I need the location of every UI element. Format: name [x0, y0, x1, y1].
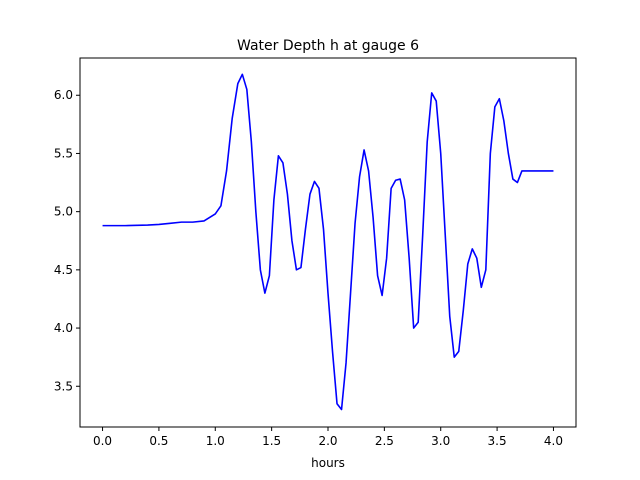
chart-title: Water Depth h at gauge 6: [237, 38, 419, 54]
y-tick-label: 3.5: [54, 379, 73, 393]
x-tick-label: 1.0: [206, 434, 225, 448]
y-tick-label: 5.0: [54, 205, 73, 219]
plot-area: [79, 57, 577, 428]
x-tick-label: 3.0: [431, 434, 450, 448]
x-axis-label: hours: [311, 456, 345, 470]
y-tick-label: 5.5: [54, 146, 73, 160]
y-tick-label: 4.0: [54, 321, 73, 335]
y-tick-label: 6.0: [54, 88, 73, 102]
y-tick-label: 4.5: [54, 263, 73, 277]
x-tick-label: 0.0: [93, 434, 112, 448]
x-axis: 0.0 0.5 1.0 1.5 2.0 2.5 3.0 3.5 4.0: [93, 427, 563, 448]
x-tick-label: 1.5: [262, 434, 281, 448]
x-tick-label: 0.5: [149, 434, 168, 448]
y-axis: 3.5 4.0 4.5 5.0 5.5 6.0: [54, 88, 80, 393]
x-tick-label: 2.5: [375, 434, 394, 448]
x-tick-label: 4.0: [544, 434, 563, 448]
x-tick-label: 3.5: [488, 434, 507, 448]
series-line-0: [102, 73, 554, 411]
x-tick-label: 2.0: [318, 434, 337, 448]
